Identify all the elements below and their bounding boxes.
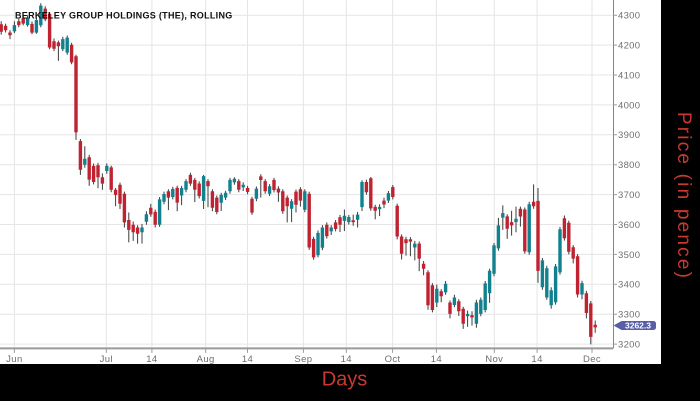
svg-text:BERKELEY GROUP HOLDINGS (THE),: BERKELEY GROUP HOLDINGS (THE), ROLLING — [15, 11, 233, 21]
svg-text:14: 14 — [242, 354, 253, 365]
svg-text:4000: 4000 — [618, 100, 640, 111]
svg-text:Sep: Sep — [294, 354, 312, 365]
svg-text:14: 14 — [431, 354, 442, 365]
svg-text:3262.3: 3262.3 — [625, 321, 651, 331]
svg-text:14: 14 — [146, 354, 157, 365]
svg-text:Jun: Jun — [6, 354, 23, 365]
svg-text:3200: 3200 — [618, 340, 640, 351]
svg-text:Price (in pence): Price (in pence) — [673, 112, 694, 280]
svg-text:Days: Days — [322, 369, 368, 391]
svg-text:3800: 3800 — [618, 160, 640, 171]
svg-text:3900: 3900 — [618, 130, 640, 141]
svg-text:Oct: Oct — [385, 354, 401, 365]
svg-text:4100: 4100 — [618, 70, 640, 81]
svg-text:Aug: Aug — [197, 354, 215, 365]
svg-text:4300: 4300 — [618, 11, 640, 22]
svg-text:Nov: Nov — [485, 354, 503, 365]
svg-text:3500: 3500 — [618, 250, 640, 261]
svg-text:Dec: Dec — [583, 354, 601, 365]
svg-text:3300: 3300 — [618, 310, 640, 321]
svg-text:3400: 3400 — [618, 280, 640, 291]
svg-text:4200: 4200 — [618, 41, 640, 52]
svg-text:3700: 3700 — [618, 190, 640, 201]
svg-text:3600: 3600 — [618, 220, 640, 231]
svg-text:Jul: Jul — [100, 354, 113, 365]
svg-text:14: 14 — [341, 354, 352, 365]
svg-text:14: 14 — [531, 354, 542, 365]
